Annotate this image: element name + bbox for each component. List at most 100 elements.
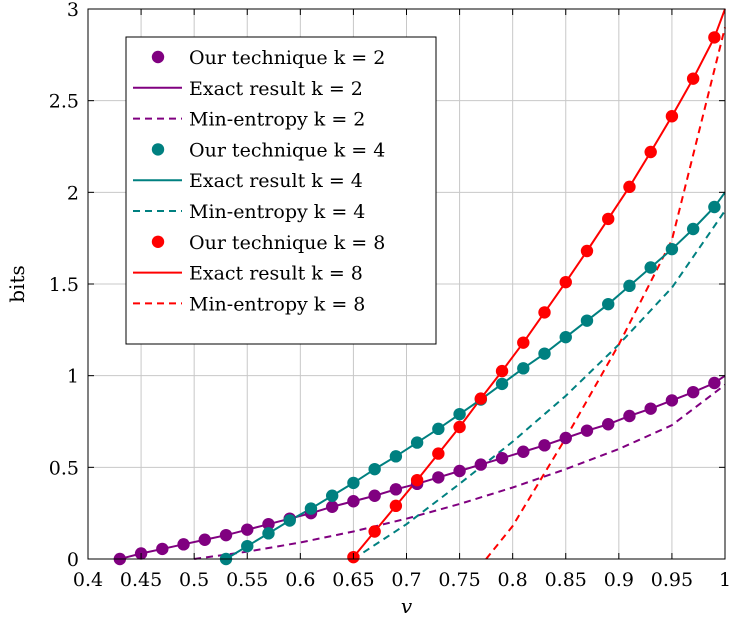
data-point bbox=[474, 392, 488, 405]
data-point bbox=[283, 514, 296, 527]
x-tick-label: 0.95 bbox=[651, 569, 693, 591]
legend-label: Exact result k = 8 bbox=[189, 263, 363, 285]
data-point bbox=[262, 527, 275, 540]
data-point bbox=[644, 261, 657, 274]
data-point bbox=[368, 462, 381, 476]
x-tick-label: 0.45 bbox=[120, 569, 162, 591]
data-point bbox=[580, 424, 594, 437]
data-point bbox=[219, 528, 233, 542]
data-point bbox=[580, 244, 594, 258]
legend-label: Our technique k = 4 bbox=[189, 139, 385, 161]
y-tick-label: 1 bbox=[67, 366, 79, 388]
data-point bbox=[517, 336, 530, 349]
data-point bbox=[495, 451, 509, 465]
data-point bbox=[325, 489, 339, 502]
y-tick-label: 0.5 bbox=[49, 457, 79, 479]
data-point bbox=[453, 464, 466, 478]
x-tick-label: 0.4 bbox=[73, 569, 103, 591]
data-point bbox=[389, 483, 403, 496]
x-tick-label: 0.55 bbox=[226, 569, 268, 591]
legend-label: Our technique k = 8 bbox=[189, 232, 385, 254]
legend-label: Min-entropy k = 4 bbox=[189, 201, 365, 223]
x-tick-label: 0.9 bbox=[604, 569, 634, 591]
data-point bbox=[432, 471, 445, 484]
legend-label: Exact result k = 2 bbox=[189, 78, 363, 100]
data-point bbox=[156, 542, 169, 556]
data-point bbox=[304, 502, 318, 515]
data-point bbox=[708, 376, 721, 390]
min-entropy-line bbox=[485, 27, 726, 560]
data-point bbox=[262, 517, 275, 531]
data-point bbox=[559, 431, 572, 445]
data-point bbox=[368, 489, 381, 502]
data-point bbox=[686, 222, 700, 236]
x-tick-label: 0.5 bbox=[179, 569, 209, 591]
x-tick-label: 0.65 bbox=[332, 569, 374, 591]
data-point bbox=[708, 31, 721, 44]
y-tick-label: 1.5 bbox=[49, 274, 79, 296]
data-point bbox=[389, 499, 403, 513]
data-point bbox=[368, 525, 381, 538]
data-point bbox=[495, 364, 509, 378]
axis-ticks: 0.4 0.45 0.5 0.55 0.6 0.65 0.7 0.75 0.8 0.85 0.9 0.… bbox=[49, 0, 731, 591]
data-point bbox=[453, 420, 466, 434]
data-point bbox=[602, 212, 615, 226]
data-point bbox=[474, 458, 488, 471]
x-tick-label: 1 bbox=[719, 569, 731, 591]
data-point bbox=[602, 297, 615, 311]
data-point bbox=[325, 500, 339, 513]
data-point bbox=[602, 418, 615, 431]
data-point bbox=[410, 436, 424, 449]
data-point bbox=[389, 450, 403, 463]
data-point bbox=[517, 445, 530, 458]
y-tick-label: 2.5 bbox=[49, 91, 79, 113]
data-point bbox=[623, 409, 636, 423]
x-tick-label: 0.8 bbox=[498, 569, 528, 591]
legend-marker bbox=[151, 50, 165, 64]
data-point bbox=[665, 242, 679, 256]
data-point bbox=[559, 330, 572, 344]
x-tick-label: 0.6 bbox=[285, 569, 315, 591]
min-entropy-line bbox=[194, 384, 726, 560]
series-layer bbox=[113, 8, 726, 566]
legend-label: Min-entropy k = 8 bbox=[189, 293, 365, 315]
data-point bbox=[538, 347, 551, 360]
data-point bbox=[241, 523, 254, 536]
data-point bbox=[538, 306, 551, 319]
legend: Our technique k = 2 Exact result k = 2 Min… bbox=[125, 36, 437, 345]
data-point bbox=[708, 200, 721, 214]
data-point bbox=[644, 402, 657, 415]
x-tick-label: 0.75 bbox=[438, 569, 480, 591]
data-point bbox=[686, 385, 700, 399]
data-point bbox=[665, 110, 679, 123]
x-tick-label: 0.7 bbox=[391, 569, 421, 591]
data-point bbox=[241, 539, 254, 553]
data-point bbox=[410, 473, 424, 487]
y-axis-title: bits bbox=[5, 265, 29, 303]
legend-label: Exact result k = 4 bbox=[189, 170, 363, 192]
data-point bbox=[644, 145, 657, 159]
data-point bbox=[623, 180, 636, 194]
min-entropy-line bbox=[352, 210, 726, 560]
y-tick-label: 2 bbox=[67, 182, 79, 204]
data-point bbox=[580, 314, 594, 327]
legend-marker bbox=[151, 143, 165, 156]
x-axis-title: v bbox=[401, 594, 413, 618]
data-point bbox=[623, 279, 636, 293]
data-point bbox=[495, 377, 509, 391]
data-point bbox=[453, 407, 466, 421]
data-point bbox=[347, 495, 360, 508]
y-tick-label: 0 bbox=[67, 549, 79, 571]
data-point bbox=[538, 439, 551, 452]
data-point bbox=[177, 538, 190, 551]
legend-label: Min-entropy k = 2 bbox=[189, 109, 365, 131]
data-point bbox=[665, 394, 679, 407]
data-point bbox=[517, 362, 530, 375]
y-tick-label: 3 bbox=[67, 0, 79, 21]
legend-marker bbox=[151, 235, 165, 248]
data-point bbox=[432, 422, 445, 436]
data-point bbox=[559, 275, 572, 289]
data-point bbox=[347, 476, 360, 490]
x-tick-label: 0.85 bbox=[545, 569, 587, 591]
